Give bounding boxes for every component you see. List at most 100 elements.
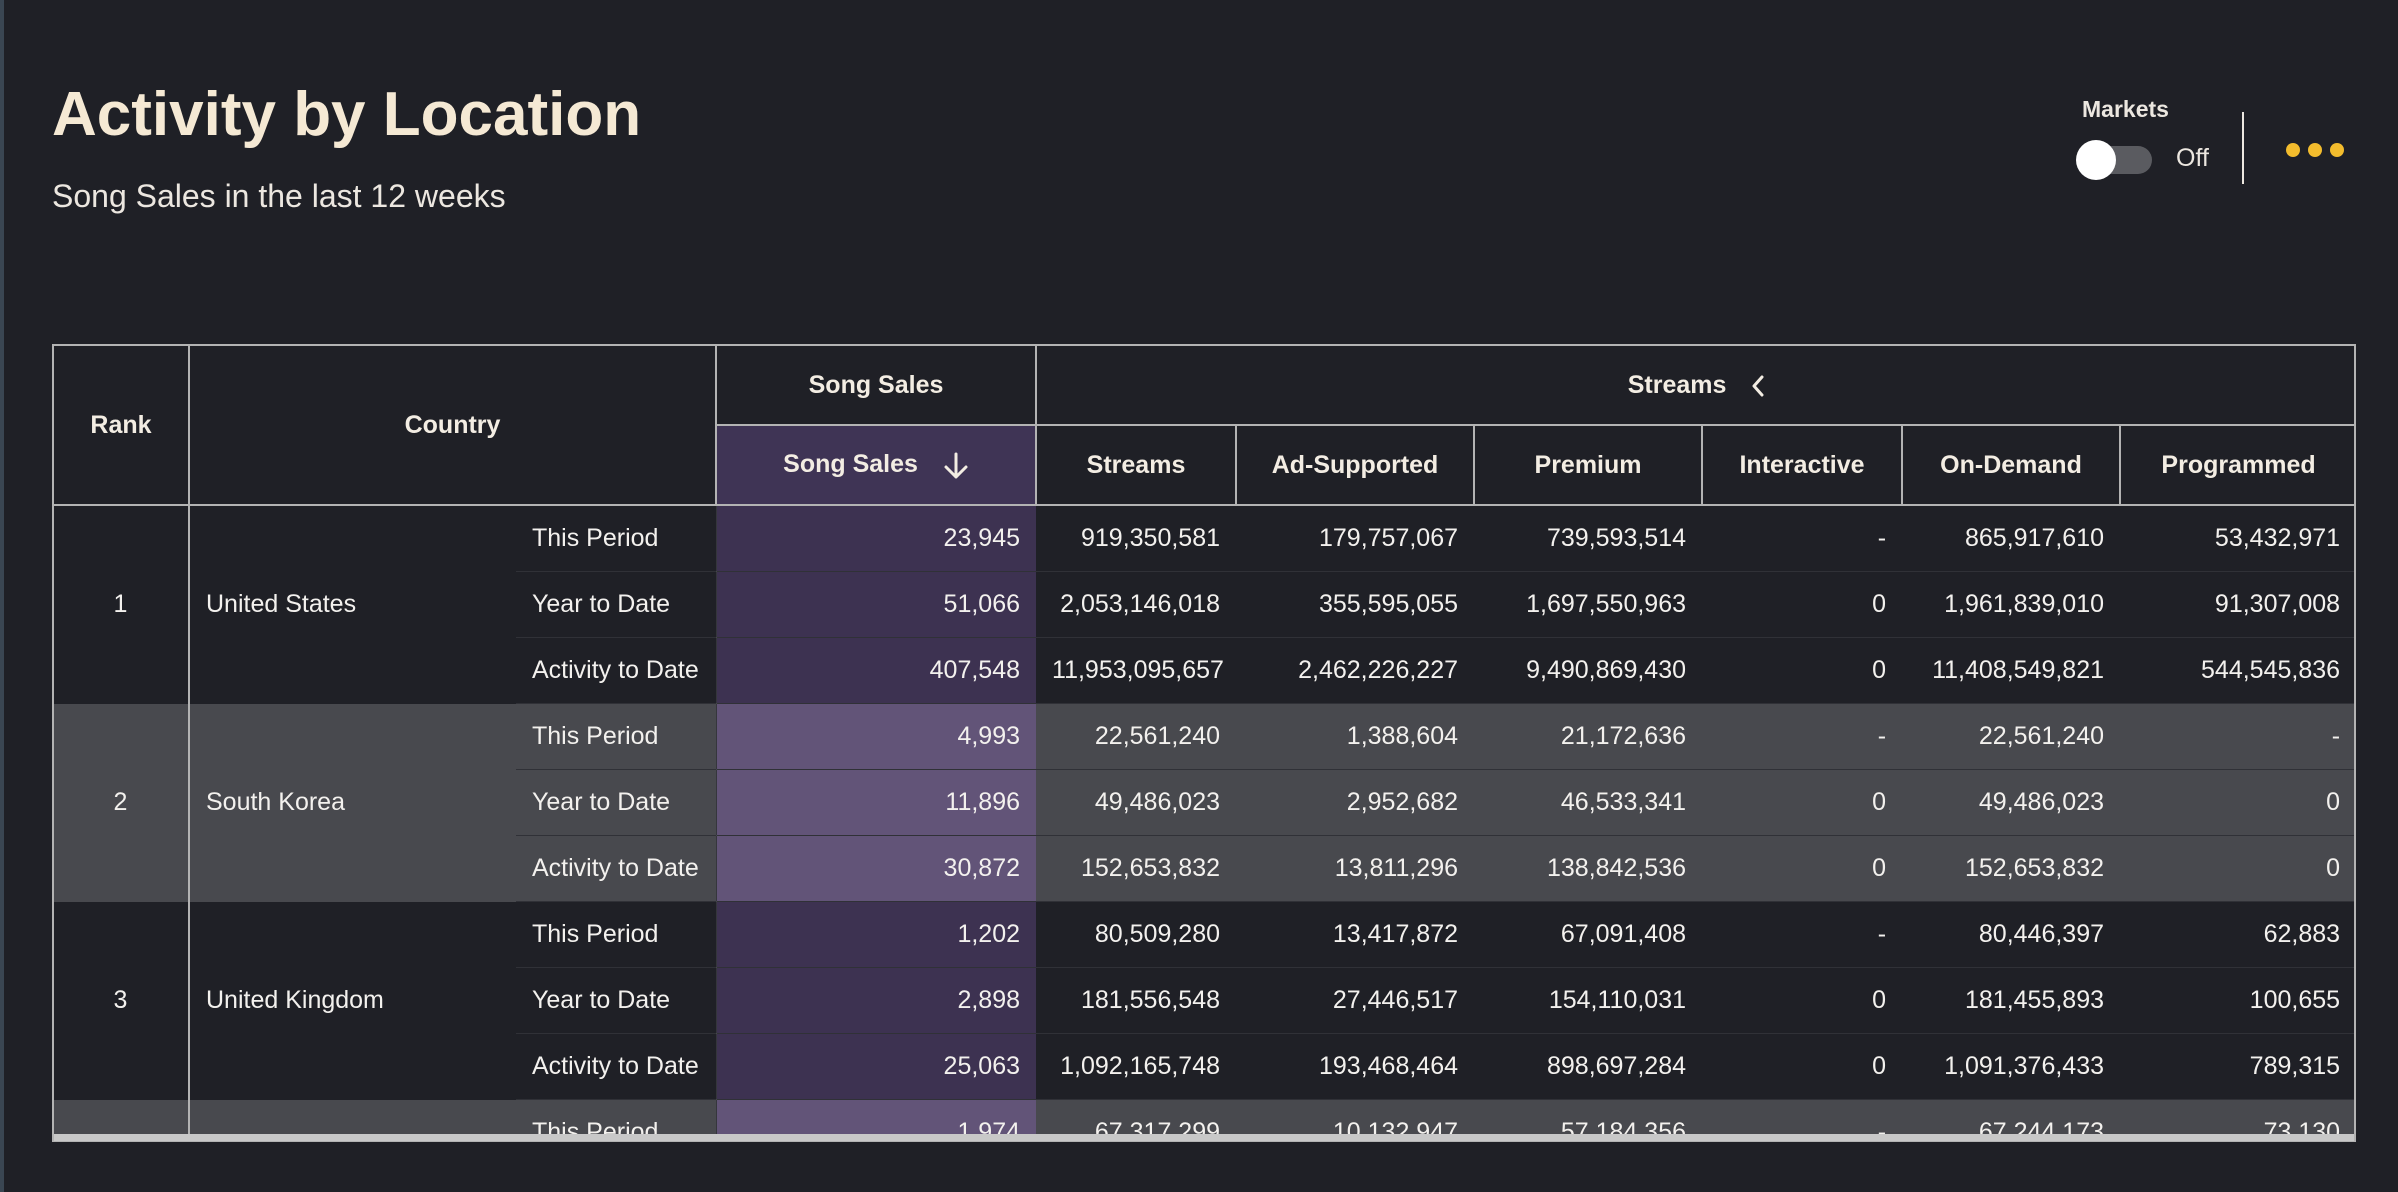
song-sales-cell: 23,945 bbox=[716, 505, 1037, 572]
programmed-cell: 62,883 bbox=[2120, 901, 2356, 968]
period-label: Activity to Date bbox=[516, 637, 717, 704]
table-row[interactable]: Activity to Date 407,548 11,953,095,657 … bbox=[53, 637, 2356, 704]
country-group: 2 South Korea This Period 4,993 22,561,2… bbox=[53, 703, 2356, 902]
period-label: Year to Date bbox=[516, 967, 717, 1034]
interactive-cell: - bbox=[1702, 703, 1903, 770]
interactive-cell: 0 bbox=[1702, 1033, 1903, 1100]
interactive-cell: 0 bbox=[1702, 637, 1903, 704]
streams-cell: 2,053,146,018 bbox=[1036, 571, 1237, 638]
premium-cell: 898,697,284 bbox=[1474, 1033, 1703, 1100]
page-title: Activity by Location bbox=[52, 80, 642, 149]
group-header-song-sales: Song Sales bbox=[715, 344, 1038, 426]
country-cell: United Kingdom bbox=[189, 901, 516, 1100]
group-header-streams[interactable]: Streams bbox=[1035, 344, 2356, 426]
ad-supported-cell: 13,811,296 bbox=[1236, 835, 1475, 902]
rank-cell: 2 bbox=[53, 703, 190, 902]
table-row[interactable]: 3 United Kingdom This Period 1,202 80,50… bbox=[53, 901, 2356, 1100]
streams-cell: 80,509,280 bbox=[1036, 901, 1237, 968]
period-label: Activity to Date bbox=[516, 835, 717, 902]
location-table-container: Rank Country Song Sales Streams Song Sal… bbox=[52, 344, 2356, 1142]
column-header-interactive[interactable]: Interactive bbox=[1701, 424, 1904, 506]
song-sales-cell: 407,548 bbox=[716, 637, 1037, 704]
column-header-premium[interactable]: Premium bbox=[1473, 424, 1704, 506]
toggle-knob bbox=[2076, 140, 2116, 180]
on-demand-cell: 1,091,376,433 bbox=[1902, 1033, 2121, 1100]
more-dot bbox=[2308, 143, 2322, 157]
column-header-ad-supported[interactable]: Ad-Supported bbox=[1235, 424, 1476, 506]
on-demand-cell: 49,486,023 bbox=[1902, 769, 2121, 836]
horizontal-scrollbar[interactable] bbox=[54, 1134, 2354, 1141]
on-demand-cell: 181,455,893 bbox=[1902, 967, 2121, 1034]
song-sales-cell: 2,898 bbox=[716, 967, 1037, 1034]
column-header-programmed[interactable]: Programmed bbox=[2119, 424, 2356, 506]
table-row[interactable]: Year to Date 2,898 181,556,548 27,446,51… bbox=[53, 967, 2356, 1034]
table-row[interactable]: 2 South Korea This Period 4,993 22,561,2… bbox=[53, 703, 2356, 902]
column-header-rank[interactable]: Rank bbox=[52, 344, 190, 506]
period-label: Year to Date bbox=[516, 769, 717, 836]
premium-cell: 739,593,514 bbox=[1474, 505, 1703, 572]
interactive-cell: 0 bbox=[1702, 967, 1903, 1034]
on-demand-cell: 152,653,832 bbox=[1902, 835, 2121, 902]
interactive-cell: - bbox=[1702, 505, 1903, 572]
programmed-cell: 53,432,971 bbox=[2120, 505, 2356, 572]
streams-cell: 1,092,165,748 bbox=[1036, 1033, 1237, 1100]
period-label: Activity to Date bbox=[516, 1033, 717, 1100]
chevron-left-icon[interactable] bbox=[1751, 375, 1765, 397]
table-row[interactable]: 1 United States This Period 23,945 919,3… bbox=[53, 505, 2356, 704]
ad-supported-cell: 2,462,226,227 bbox=[1236, 637, 1475, 704]
country-group: 3 United Kingdom This Period 1,202 80,50… bbox=[53, 901, 2356, 1100]
programmed-cell: 100,655 bbox=[2120, 967, 2356, 1034]
programmed-cell: 0 bbox=[2120, 835, 2356, 902]
interactive-cell: 0 bbox=[1702, 571, 1903, 638]
country-group: 1 United States This Period 23,945 919,3… bbox=[53, 505, 2356, 704]
table-row[interactable]: Year to Date 51,066 2,053,146,018 355,59… bbox=[53, 571, 2356, 638]
ad-supported-cell: 27,446,517 bbox=[1236, 967, 1475, 1034]
programmed-cell: 0 bbox=[2120, 769, 2356, 836]
markets-toggle[interactable] bbox=[2076, 140, 2152, 180]
header-divider bbox=[2242, 112, 2244, 184]
premium-cell: 46,533,341 bbox=[1474, 769, 1703, 836]
on-demand-cell: 1,961,839,010 bbox=[1902, 571, 2121, 638]
window-edge bbox=[0, 0, 4, 1192]
more-dot bbox=[2330, 143, 2344, 157]
streams-cell: 152,653,832 bbox=[1036, 835, 1237, 902]
streams-cell: 181,556,548 bbox=[1036, 967, 1237, 1034]
markets-label: Markets bbox=[2082, 96, 2169, 122]
country-cell: United States bbox=[189, 505, 516, 704]
premium-cell: 154,110,031 bbox=[1474, 967, 1703, 1034]
group-header-streams-label: Streams bbox=[1627, 370, 1727, 399]
premium-cell: 1,697,550,963 bbox=[1474, 571, 1703, 638]
interactive-cell: 0 bbox=[1702, 769, 1903, 836]
period-label: Year to Date bbox=[516, 571, 717, 638]
arrow-down-icon bbox=[944, 452, 968, 479]
more-horizontal-icon[interactable] bbox=[2286, 140, 2344, 160]
country-cell: South Korea bbox=[189, 703, 516, 902]
programmed-cell: 789,315 bbox=[2120, 1033, 2356, 1100]
streams-cell: 919,350,581 bbox=[1036, 505, 1237, 572]
table-row[interactable]: Year to Date 11,896 49,486,023 2,952,682… bbox=[53, 769, 2356, 836]
period-label: This Period bbox=[516, 505, 717, 572]
column-header-country[interactable]: Country bbox=[187, 344, 718, 506]
streams-cell: 49,486,023 bbox=[1036, 769, 1237, 836]
table-row[interactable]: Activity to Date 25,063 1,092,165,748 19… bbox=[53, 1033, 2356, 1100]
song-sales-cell: 11,896 bbox=[716, 769, 1037, 836]
page-subtitle: Song Sales in the last 12 weeks bbox=[52, 178, 506, 214]
column-header-on-demand[interactable]: On-Demand bbox=[1901, 424, 2122, 506]
programmed-cell: 544,545,836 bbox=[2120, 637, 2356, 704]
ad-supported-cell: 1,388,604 bbox=[1236, 703, 1475, 770]
interactive-cell: - bbox=[1702, 901, 1903, 968]
column-header-song-sales[interactable]: Song Sales bbox=[715, 424, 1038, 506]
toggle-state-label: Off bbox=[2176, 144, 2209, 172]
column-header-streams[interactable]: Streams bbox=[1035, 424, 1238, 506]
streams-cell: 11,953,095,657 bbox=[1036, 637, 1237, 704]
rank-cell: 3 bbox=[53, 901, 190, 1100]
premium-cell: 21,172,636 bbox=[1474, 703, 1703, 770]
song-sales-cell: 1,202 bbox=[716, 901, 1037, 968]
on-demand-cell: 80,446,397 bbox=[1902, 901, 2121, 968]
period-label: This Period bbox=[516, 703, 717, 770]
premium-cell: 9,490,869,430 bbox=[1474, 637, 1703, 704]
table-row[interactable]: Activity to Date 30,872 152,653,832 13,8… bbox=[53, 835, 2356, 902]
song-sales-cell: 4,993 bbox=[716, 703, 1037, 770]
song-sales-cell: 25,063 bbox=[716, 1033, 1037, 1100]
on-demand-cell: 22,561,240 bbox=[1902, 703, 2121, 770]
